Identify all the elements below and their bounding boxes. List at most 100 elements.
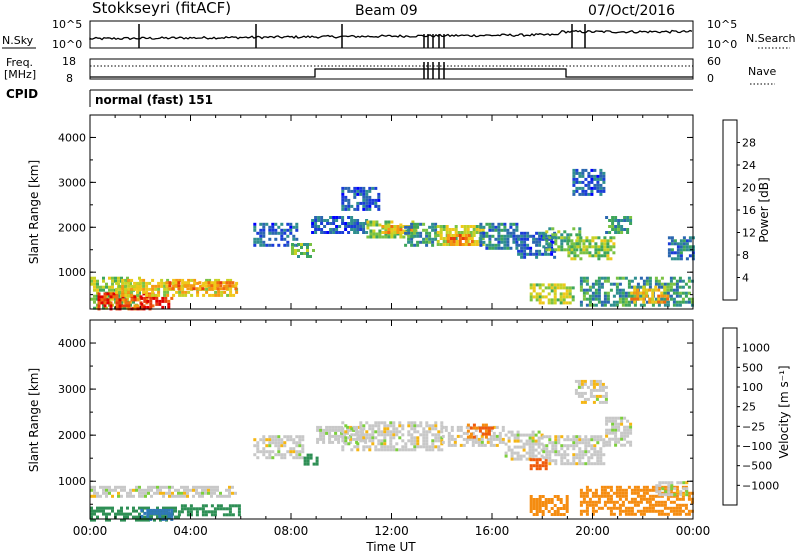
heatmap-cell xyxy=(596,183,600,187)
heatmap-cell xyxy=(277,231,281,235)
heatmap-cell xyxy=(368,189,372,193)
heatmap-cell xyxy=(630,300,634,304)
heatmap-cell xyxy=(434,427,438,431)
heatmap-cell xyxy=(378,235,382,239)
heatmap-cell xyxy=(522,433,526,437)
heatmap-cell xyxy=(372,235,376,239)
heatmap-cell xyxy=(584,435,588,439)
heatmap-cell xyxy=(537,442,541,446)
heatmap-cell xyxy=(598,379,602,383)
heatmap-cell xyxy=(627,291,631,295)
heatmap-cell xyxy=(362,445,366,449)
heatmap-cell xyxy=(554,435,558,439)
heatmap-cell xyxy=(431,243,435,247)
heatmap-cell xyxy=(687,276,691,280)
heatmap-cell xyxy=(469,432,473,436)
heatmap-cell xyxy=(535,513,539,516)
heatmap-cell xyxy=(306,252,309,255)
heatmap-cell xyxy=(599,456,603,460)
heatmap-cell xyxy=(130,290,134,294)
heatmap-cell xyxy=(588,303,592,307)
heatmap-cell xyxy=(509,225,513,229)
heatmap-cell xyxy=(623,437,627,441)
heatmap-cell xyxy=(690,300,694,304)
heatmap-cell xyxy=(355,425,359,429)
heatmap-cell xyxy=(129,491,132,495)
heatmap-cell xyxy=(341,430,345,434)
heatmap-cell xyxy=(582,291,586,295)
heatmap-cell xyxy=(529,295,533,299)
heatmap-cell xyxy=(581,456,585,460)
heatmap-cell xyxy=(597,285,601,289)
heatmap-cell xyxy=(599,168,603,172)
heatmap-cell xyxy=(515,243,519,247)
heatmap-cell xyxy=(407,421,411,425)
heatmap-cell xyxy=(681,494,685,498)
heatmap-cell xyxy=(482,231,486,235)
heatmap-cell xyxy=(141,488,144,492)
heatmap-cell xyxy=(369,220,373,224)
heatmap-cell xyxy=(636,485,640,489)
heatmap-cell xyxy=(102,285,105,289)
heatmap-cell xyxy=(157,284,161,288)
heatmap-cell xyxy=(126,276,129,280)
heatmap-cell xyxy=(556,495,560,498)
heatmap-cell xyxy=(629,443,633,447)
heatmap-cell xyxy=(138,485,141,489)
heatmap-cell xyxy=(341,421,345,425)
heatmap-cell xyxy=(172,281,176,285)
heatmap-cell xyxy=(624,303,628,307)
heatmap-cell xyxy=(621,303,625,307)
heatmap-cell xyxy=(207,281,211,285)
heatmap-cell xyxy=(253,237,257,241)
heatmap-cell xyxy=(519,433,523,437)
heatmap-cell xyxy=(395,427,399,431)
heatmap-cell xyxy=(223,284,227,288)
heatmap-cell xyxy=(219,491,222,495)
heatmap-cell xyxy=(597,300,601,304)
heatmap-cell xyxy=(149,305,153,309)
heatmap-cell xyxy=(96,494,99,498)
heatmap-cell xyxy=(582,276,586,280)
heatmap-cell xyxy=(664,493,668,497)
heatmap-cell xyxy=(362,424,366,428)
heatmap-cell xyxy=(114,279,117,283)
heatmap-cell xyxy=(294,249,297,252)
heatmap-cell xyxy=(292,441,296,445)
heatmap-cell xyxy=(274,231,278,235)
heatmap-cell xyxy=(585,239,589,243)
heatmap-cell xyxy=(377,204,381,208)
heatmap-cell xyxy=(320,228,324,231)
heatmap-cell xyxy=(544,467,548,471)
heatmap-cell xyxy=(311,231,315,234)
heatmap-cell xyxy=(149,302,153,306)
heatmap-cell xyxy=(560,444,564,448)
heatmap-cell xyxy=(225,494,228,498)
heatmap-cell xyxy=(180,510,184,514)
heatmap-cell xyxy=(393,228,397,231)
heatmap-cell xyxy=(603,276,607,280)
heatmap-cell xyxy=(413,424,417,428)
heatmap-cell xyxy=(124,293,128,297)
heatmap-cell xyxy=(334,425,338,429)
heatmap-cell xyxy=(525,451,529,455)
heatmap-cell xyxy=(295,237,299,241)
heatmap-cell xyxy=(151,290,155,294)
heatmap-cell xyxy=(608,443,612,447)
heatmap-cell xyxy=(492,434,496,438)
heatmap-cell xyxy=(347,204,351,208)
heatmap-cell xyxy=(416,424,420,428)
heatmap-cell xyxy=(123,515,126,519)
heatmap-cell xyxy=(319,431,323,435)
heatmap-cell xyxy=(93,285,96,289)
heatmap-cell xyxy=(542,435,546,439)
heatmap-cell xyxy=(228,488,231,492)
heatmap-cell xyxy=(130,284,134,288)
heatmap-cell xyxy=(559,286,563,290)
heatmap-cell xyxy=(186,485,189,489)
heatmap-cell xyxy=(529,286,533,290)
heatmap-cell xyxy=(588,297,592,301)
heatmap-cell xyxy=(542,456,546,460)
heatmap-cell xyxy=(655,490,659,494)
heatmap-cell xyxy=(280,441,284,445)
